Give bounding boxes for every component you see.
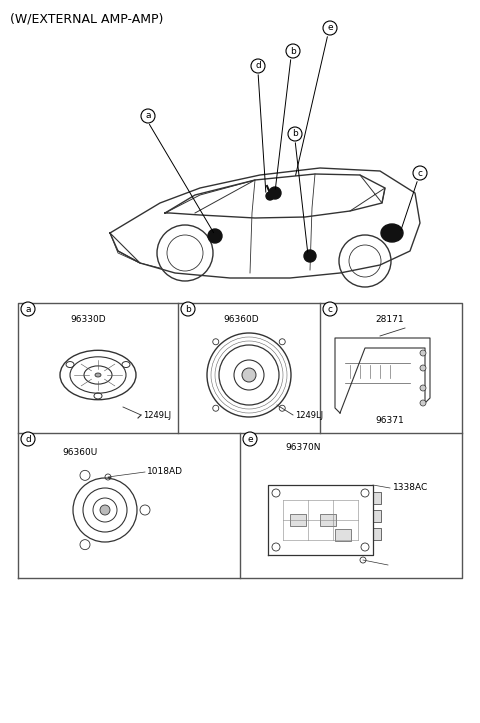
Circle shape (21, 432, 35, 446)
Circle shape (181, 302, 195, 316)
Circle shape (213, 339, 219, 345)
Text: e: e (247, 435, 253, 443)
Circle shape (420, 400, 426, 406)
Circle shape (266, 192, 274, 200)
Text: 1249LJ: 1249LJ (295, 411, 323, 419)
Circle shape (213, 405, 219, 411)
Circle shape (242, 368, 256, 382)
Text: e: e (327, 24, 333, 33)
Bar (373, 528, 381, 540)
Text: c: c (418, 168, 422, 178)
Text: 96371: 96371 (376, 416, 404, 425)
Text: 96330D: 96330D (70, 315, 106, 324)
Text: a: a (25, 304, 31, 314)
FancyBboxPatch shape (290, 514, 306, 526)
Circle shape (323, 302, 337, 316)
FancyBboxPatch shape (320, 514, 336, 526)
Text: c: c (327, 304, 333, 314)
Text: b: b (185, 304, 191, 314)
Text: 96360D: 96360D (223, 315, 259, 324)
Circle shape (100, 505, 110, 515)
Text: 96370N: 96370N (285, 443, 321, 452)
Circle shape (21, 302, 35, 316)
FancyBboxPatch shape (335, 529, 351, 541)
Text: (W/EXTERNAL AMP-AMP): (W/EXTERNAL AMP-AMP) (10, 13, 163, 26)
Text: b: b (292, 129, 298, 139)
Circle shape (420, 365, 426, 371)
Text: 1018AD: 1018AD (147, 468, 183, 476)
Text: 1338AC: 1338AC (393, 484, 428, 492)
Circle shape (279, 405, 285, 411)
Bar (373, 492, 381, 504)
Circle shape (420, 385, 426, 391)
Circle shape (279, 339, 285, 345)
Text: 28171: 28171 (376, 315, 404, 324)
Circle shape (304, 250, 316, 262)
Circle shape (420, 350, 426, 356)
Text: d: d (25, 435, 31, 443)
Circle shape (208, 229, 222, 243)
Text: 1249LJ: 1249LJ (143, 411, 171, 419)
Circle shape (243, 432, 257, 446)
Ellipse shape (95, 373, 101, 377)
Circle shape (269, 187, 281, 199)
Bar (373, 510, 381, 522)
Text: d: d (255, 61, 261, 71)
Ellipse shape (381, 224, 403, 242)
Text: b: b (290, 46, 296, 56)
Text: 96360U: 96360U (62, 448, 97, 457)
Text: a: a (145, 111, 151, 121)
